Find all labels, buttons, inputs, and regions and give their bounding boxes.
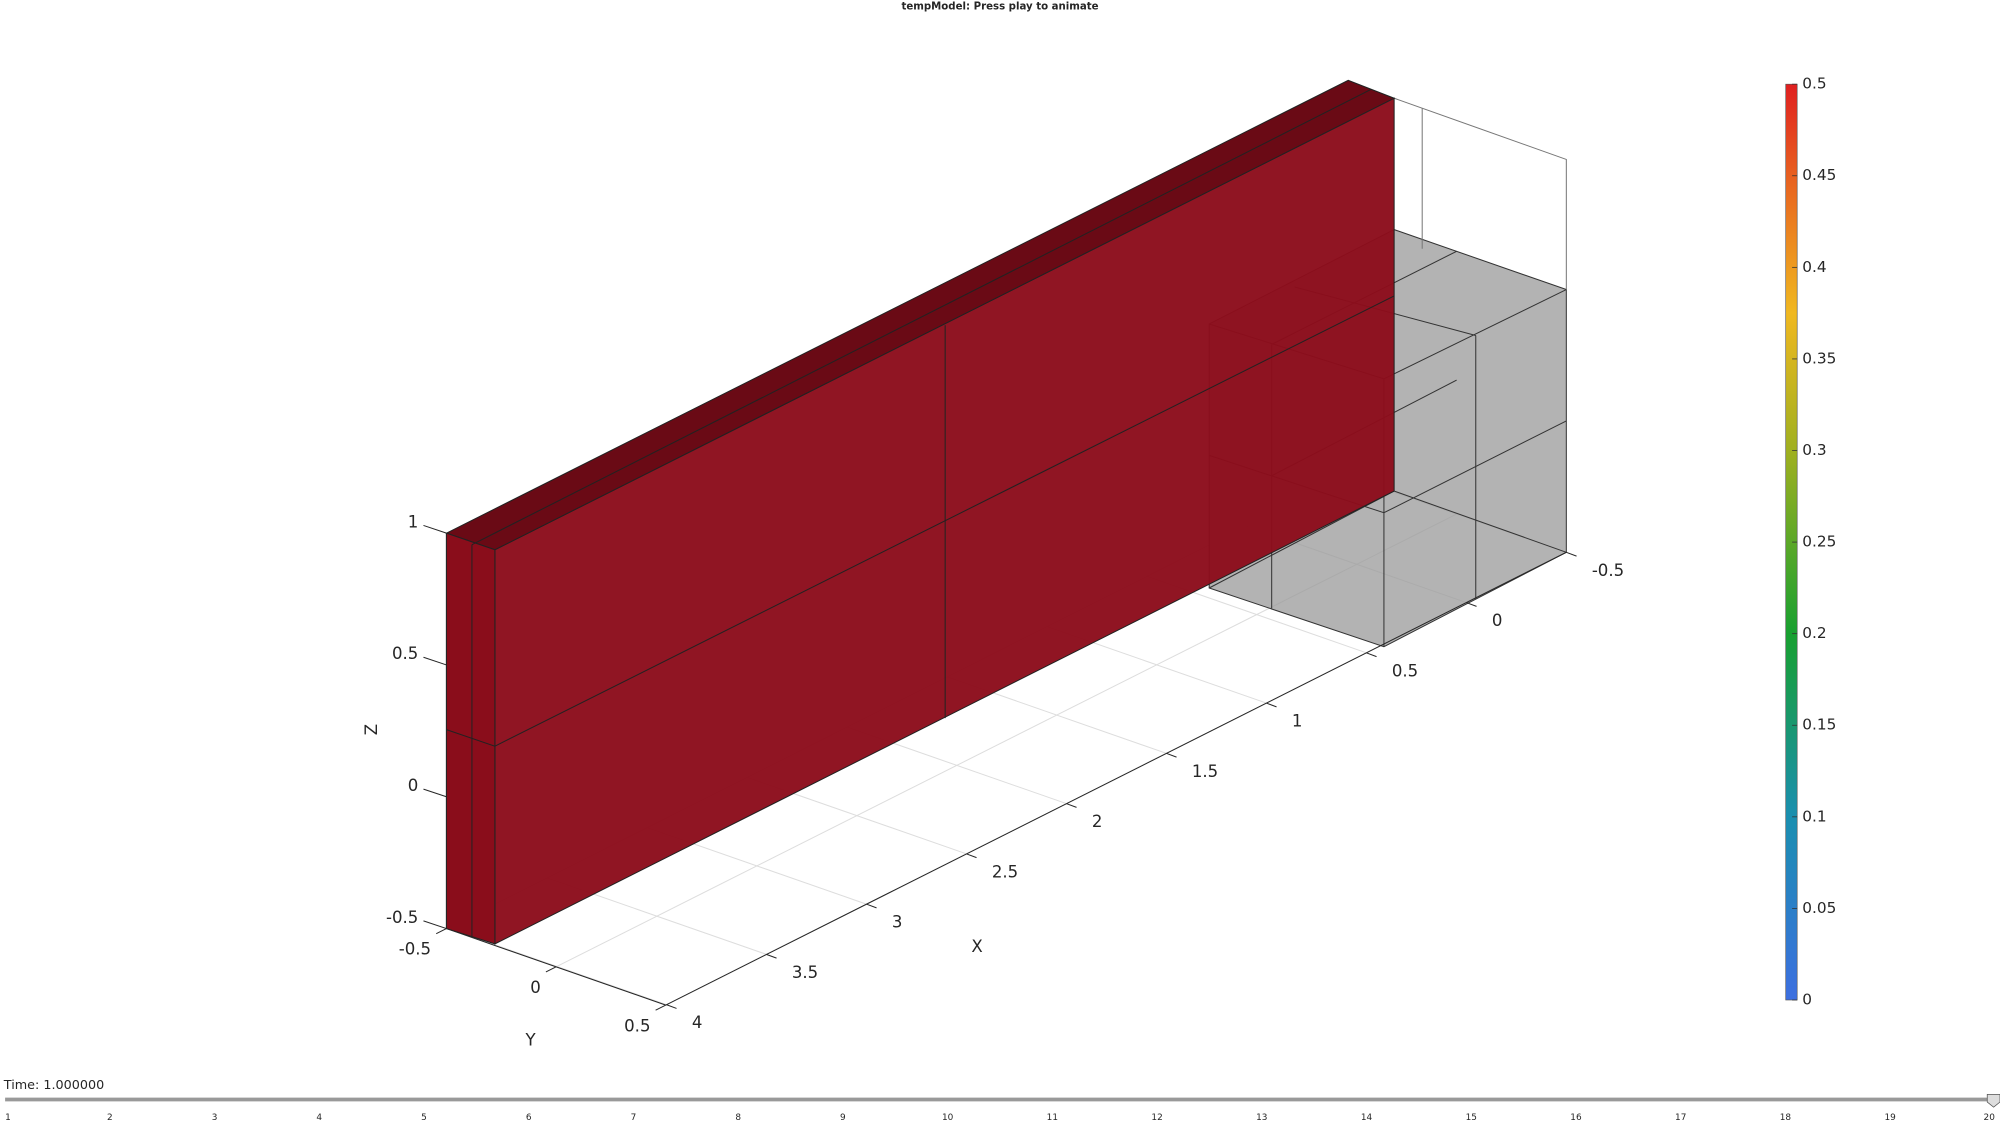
colorbar-tick-label: 0.1 (1802, 807, 1826, 825)
y-tick-label: 0.5 (624, 1016, 650, 1035)
slider-tick-label: 7 (631, 1113, 637, 1123)
y-axis-title: Y (525, 1030, 537, 1049)
z-tick (423, 524, 447, 534)
edge (446, 295, 1395, 747)
slider-tick-label: 1 (5, 1113, 11, 1123)
colorbar-tick-label: 0.2 (1802, 624, 1826, 642)
slider-tick-label: 18 (1780, 1113, 1792, 1123)
colorbar-tick-label: 0.4 (1802, 258, 1826, 276)
z-tick (423, 656, 447, 666)
colorbar-tick-label: 0.05 (1802, 899, 1836, 917)
z-tick-label: 0 (408, 776, 419, 795)
x-tick-label: -0.5 (1592, 561, 1624, 580)
x-tick (1466, 602, 1477, 607)
y-tick (545, 966, 557, 973)
x-tick (866, 903, 877, 909)
slider-tick-label: 3 (212, 1113, 218, 1123)
colorbar-tick-label: 0.3 (1802, 441, 1826, 459)
z-tick (423, 788, 447, 798)
slider-tick-label: 15 (1466, 1113, 1477, 1123)
y-tick (435, 928, 447, 935)
z-tick (423, 920, 447, 930)
edge (1393, 97, 1567, 290)
x-tick-label: 0.5 (1392, 661, 1418, 680)
colorbar-tick-label: 0.45 (1802, 166, 1836, 184)
slider-thumb[interactable] (1986, 1094, 2000, 1108)
slab-front (445, 532, 496, 945)
edge (471, 88, 1372, 546)
y-tick-label: 0 (530, 978, 541, 997)
slider-tick-label: 14 (1361, 1113, 1373, 1123)
colorbar-tick-label: 0.5 (1802, 75, 1826, 93)
y-tick (655, 1004, 667, 1011)
slider-tick-label: 8 (735, 1113, 741, 1123)
title: tempModel: Press play to animate (901, 1, 1098, 12)
z-tick-label: 1 (408, 512, 419, 531)
slider-tick-label: 19 (1885, 1113, 1897, 1123)
x-axis-line (665, 551, 1567, 1006)
colorbar-tick-label: 0.35 (1802, 349, 1836, 367)
slider-tick-label: 6 (526, 1113, 532, 1123)
x-tick (1066, 803, 1077, 808)
x-tick (666, 1004, 677, 1009)
x-tick-label: 2 (1092, 812, 1103, 831)
red-slab (445, 79, 1396, 945)
x-tick-label: 4 (692, 1013, 703, 1032)
y-tick-label: -0.5 (399, 940, 431, 959)
x-tick (766, 953, 777, 959)
slider-tick-label: 4 (316, 1113, 322, 1123)
slider-tick-label: 2 (107, 1113, 113, 1123)
slider-tick-label: 5 (421, 1113, 427, 1123)
x-tick-label: 0 (1492, 611, 1503, 630)
colorbar-tick-label: 0.15 (1802, 716, 1836, 734)
x-tick-label: 1 (1292, 712, 1303, 731)
slider-tick-label: 12 (1151, 1113, 1162, 1123)
x-tick (1166, 752, 1177, 758)
x-tick-label: 1.5 (1192, 762, 1218, 781)
slider-tick-label: 20 (1984, 1113, 1996, 1123)
slider-tick-label: 17 (1675, 1113, 1686, 1123)
slider-tick-label: 13 (1256, 1113, 1267, 1123)
x-tick (1266, 702, 1277, 708)
slider-tick-label: 10 (942, 1113, 954, 1123)
x-tick (1366, 652, 1377, 658)
x-tick-label: 3.5 (792, 963, 818, 982)
z-axis-title: Z (362, 724, 381, 735)
z-tick-label: 0.5 (392, 644, 418, 663)
slider-tick-label: 16 (1570, 1113, 1582, 1123)
colorbar-tick-label: 0 (1802, 991, 1812, 1009)
slider-tick-label: 11 (1047, 1113, 1058, 1123)
x-tick-label: 2.5 (992, 862, 1018, 881)
time-label: Time: 1.000000 (3, 1078, 104, 1093)
x-axis-title: X (971, 937, 982, 956)
colorbar-tick-label: 0.25 (1802, 533, 1836, 551)
z-tick-label: -0.5 (386, 908, 418, 927)
x-tick-label: 3 (892, 913, 903, 932)
slider-tick-label: 9 (840, 1113, 846, 1123)
x-tick (1566, 551, 1577, 557)
x-tick (966, 853, 977, 859)
